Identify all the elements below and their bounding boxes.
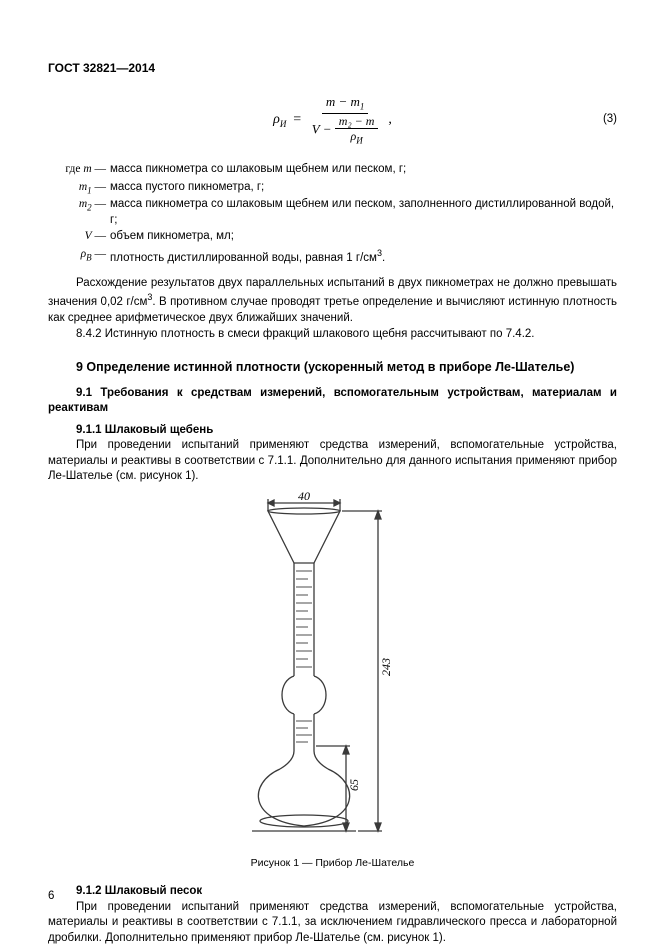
subsubsection-heading: 9.1.1 Шлаковый щебень xyxy=(48,423,617,439)
figure-le-chatelier: 40 xyxy=(48,491,617,847)
where-row: V — объем пикнометра, мл; xyxy=(48,229,617,245)
paragraph: При проведении испытаний применяют средс… xyxy=(48,900,617,946)
lhs: ρИ xyxy=(273,111,286,130)
inner-frac: m₂ − m ρИ xyxy=(335,114,379,147)
figure-caption: Рисунок 1 — Прибор Ле-Шателье xyxy=(48,856,617,870)
formula-comma: , xyxy=(388,111,392,130)
where-row: m2 — масса пикнометра со шлаковым щебнем… xyxy=(48,197,617,228)
where-row: где m — масса пикнометра со шлаковым щеб… xyxy=(48,162,617,178)
page-number: 6 xyxy=(48,889,54,905)
subsection-heading: 9.1 Требования к средствам измерений, вс… xyxy=(48,386,617,417)
formula: ρИ = m − m1 V − m₂ − m ρИ , xyxy=(273,94,392,146)
outer-num: m − m1 xyxy=(322,94,369,113)
formula-row: ρИ = m − m1 V − m₂ − m ρИ , (3) xyxy=(48,94,617,146)
equation-number: (3) xyxy=(603,112,617,128)
dim-right: 243 xyxy=(379,658,393,676)
eq-sign: = xyxy=(292,111,301,130)
where-list: где m — масса пикнометра со шлаковым щеб… xyxy=(48,162,617,266)
outer-den: V − m₂ − m ρИ xyxy=(308,114,383,147)
where-row: m1 — масса пустого пикнометра, г; xyxy=(48,180,617,196)
dim-top: 40 xyxy=(298,491,310,503)
paragraph: Расхождение результатов двух параллельны… xyxy=(48,276,617,326)
where-row: ρВ — плотность дистиллированной воды, ра… xyxy=(48,247,617,266)
le-chatelier-svg: 40 xyxy=(218,491,448,841)
section-heading: 9 Определение истинной плотности (ускоре… xyxy=(48,359,617,376)
paragraph: 8.4.2 Истинную плотность в смеси фракций… xyxy=(48,327,617,343)
doc-header: ГОСТ 32821—2014 xyxy=(48,60,617,76)
outer-frac: m − m1 V − m₂ − m ρИ xyxy=(308,94,383,146)
paragraph: При проведении испытаний применяют средс… xyxy=(48,438,617,485)
dim-bulb: 65 xyxy=(347,779,361,791)
subsubsection-heading: 9.1.2 Шлаковый песок xyxy=(48,884,617,900)
